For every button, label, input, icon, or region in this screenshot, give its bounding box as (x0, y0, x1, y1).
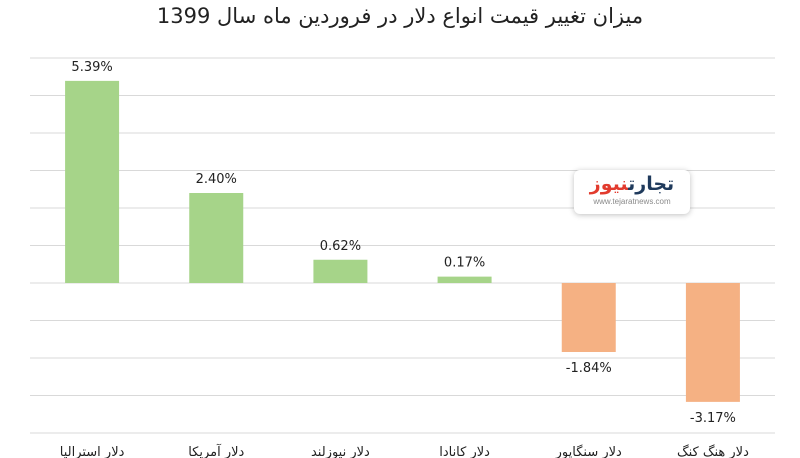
category-label: دلار هنگ کنگ (677, 444, 749, 458)
bar (189, 193, 244, 283)
category-label: دلار کانادا (439, 445, 490, 458)
data-label: -1.84% (566, 361, 612, 376)
data-label: 2.40% (196, 172, 237, 187)
bar (437, 276, 492, 283)
data-label: 5.39% (71, 60, 112, 75)
bar (561, 283, 616, 352)
logo-text-part2: نیوز (589, 173, 629, 195)
logo-text-part1: تجارت (628, 173, 675, 195)
category-label: دلار استرالیا (60, 445, 125, 458)
tejaratnews-logo: تجارتنیوز www.tejaratnews.com (574, 170, 690, 214)
bar (685, 283, 740, 402)
chart-title: میزان تغییر قیمت انواع دلار در فروردین م… (156, 4, 644, 28)
category-label: دلار سنگاپور (555, 444, 622, 458)
bar (65, 80, 120, 283)
data-label: 0.62% (320, 239, 361, 254)
logo-text: تجارتنیوز (574, 173, 690, 195)
category-label: دلار نیوزلند (311, 445, 370, 458)
data-label: -3.17% (690, 411, 736, 426)
data-label: 0.17% (444, 256, 485, 271)
logo-url: www.tejaratnews.com (593, 197, 671, 206)
category-label: دلار آمریکا (188, 443, 244, 458)
bar (313, 259, 368, 283)
